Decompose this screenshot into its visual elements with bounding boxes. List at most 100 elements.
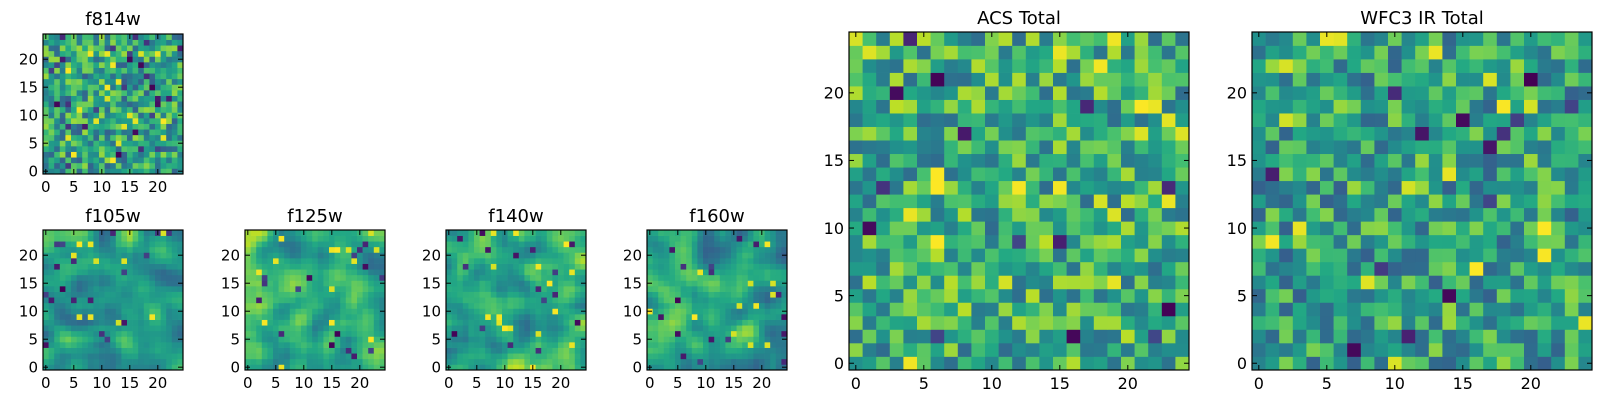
heatmap-cell <box>686 353 693 360</box>
heatmap-cell <box>82 106 89 113</box>
heatmap-cell <box>574 269 581 276</box>
heatmap-cell <box>379 353 386 360</box>
heatmap-cell <box>513 364 520 371</box>
heatmap-cell <box>558 241 564 248</box>
heatmap-cell <box>104 39 111 46</box>
heatmap-cell <box>580 274 587 281</box>
heatmap-cell <box>753 364 760 371</box>
heatmap-cell <box>1107 113 1122 127</box>
heatmap-cell <box>345 347 352 354</box>
heatmap-cell <box>518 235 525 242</box>
heatmap-cell <box>1025 194 1040 209</box>
heatmap-cell <box>143 56 150 63</box>
heatmap-cell <box>104 84 111 91</box>
heatmap-cell <box>1347 180 1362 195</box>
heatmap-cell <box>1374 113 1389 127</box>
heatmap-cell <box>889 221 904 236</box>
heatmap-cell <box>54 140 61 147</box>
heatmap-cell <box>1469 261 1484 276</box>
heatmap-cell <box>177 286 184 292</box>
heatmap-cell <box>474 308 480 315</box>
heatmap-cell <box>1428 153 1443 168</box>
heatmap-cell <box>563 330 570 337</box>
heatmap-cell <box>703 263 709 270</box>
heatmap-cell <box>862 153 877 168</box>
heatmap-cell <box>160 73 167 80</box>
heatmap-cell <box>127 106 133 113</box>
heatmap-cell <box>479 358 486 365</box>
heatmap-cell <box>563 308 570 315</box>
heatmap-cell <box>177 101 184 108</box>
heatmap-cell <box>121 252 128 259</box>
heatmap-cell <box>43 157 49 164</box>
heatmap-cell <box>691 358 698 365</box>
heatmap-cell <box>474 258 480 264</box>
heatmap-cell <box>775 353 782 360</box>
heatmap-cell <box>115 118 122 124</box>
heatmap-cell <box>714 308 721 315</box>
heatmap-cell <box>502 336 508 343</box>
heatmap-cell <box>82 342 89 348</box>
heatmap-cell <box>1066 329 1081 344</box>
heatmap-cell <box>82 325 89 332</box>
heatmap-cell <box>373 342 380 348</box>
heatmap-cell <box>446 297 452 304</box>
heatmap-cell <box>149 297 156 304</box>
heatmap-cell <box>468 308 475 315</box>
heatmap-cell <box>1496 45 1511 60</box>
heatmap-cell <box>485 325 492 332</box>
heatmap-cell <box>725 246 732 253</box>
heatmap-cell <box>1093 194 1108 209</box>
heatmap-cell <box>535 263 542 270</box>
heatmap-cell <box>1374 167 1389 182</box>
heatmap-cell <box>138 314 145 320</box>
heatmap-cell <box>663 280 670 287</box>
heatmap-cell <box>669 364 676 371</box>
heatmap-cell <box>697 364 704 371</box>
heatmap-cell <box>59 56 66 63</box>
heatmap-cell <box>524 314 531 320</box>
heatmap-cell <box>127 302 133 309</box>
heatmap-cell <box>273 342 279 348</box>
y-tick-label: 15 <box>422 275 441 293</box>
heatmap-cell <box>160 291 167 298</box>
heatmap-cell <box>71 291 77 298</box>
heatmap-cell <box>1039 248 1054 263</box>
heatmap-cell <box>675 269 681 276</box>
heatmap-cell <box>317 263 324 270</box>
heatmap-cell <box>703 302 709 309</box>
heatmap-cell <box>317 286 324 292</box>
heatmap-cell <box>121 50 128 57</box>
heatmap-cell <box>1564 153 1579 168</box>
heatmap-cell <box>82 286 89 292</box>
heatmap-cell <box>138 67 145 74</box>
heatmap-cell <box>132 118 139 124</box>
heatmap-cell <box>357 241 363 248</box>
heatmap-cell <box>312 286 319 292</box>
heatmap-cell <box>775 342 782 348</box>
heatmap-cell <box>1148 72 1163 87</box>
heatmap-cell <box>278 319 285 326</box>
heatmap-cell <box>71 358 77 365</box>
heatmap-cell <box>334 246 341 253</box>
heatmap-cell <box>261 286 268 292</box>
heatmap-cell <box>507 286 514 292</box>
heatmap-cell <box>160 235 167 242</box>
heatmap-cell <box>725 347 732 354</box>
heatmap-cell <box>903 167 918 182</box>
heatmap-cell <box>862 59 877 73</box>
heatmap-cell <box>747 358 754 365</box>
heatmap-cell <box>149 258 156 264</box>
heatmap-cell <box>1578 329 1593 344</box>
heatmap-cell <box>166 118 173 124</box>
heatmap-cell <box>48 34 55 40</box>
heatmap-cell <box>1360 302 1375 317</box>
heatmap-cell <box>647 342 653 348</box>
heatmap-cell <box>93 129 100 136</box>
heatmap-cell <box>1093 315 1108 330</box>
heatmap-cell <box>736 342 743 348</box>
heatmap-cell <box>1428 207 1443 222</box>
heatmap-cell <box>513 280 520 287</box>
heatmap-cell <box>1320 261 1334 276</box>
heatmap-cell <box>680 319 687 326</box>
